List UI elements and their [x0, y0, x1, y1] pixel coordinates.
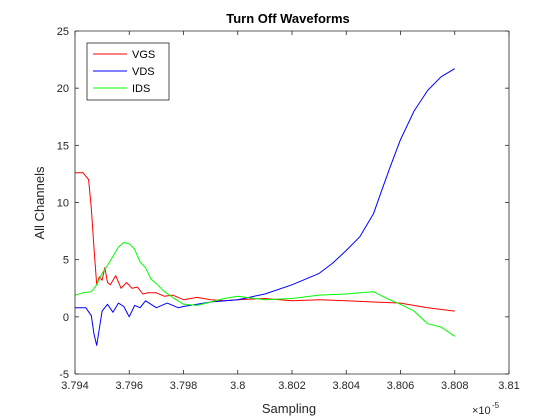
- x-exponent-label: ×10 -5: [472, 401, 500, 417]
- x-tick-label: 3.8: [230, 380, 245, 392]
- x-tick-label: 3.802: [278, 380, 306, 392]
- x-tick-label: 3.798: [170, 380, 198, 392]
- x-tick-label: 3.804: [332, 380, 360, 392]
- x-axis-label: Sampling: [262, 401, 316, 416]
- y-tick-label: -5: [59, 369, 69, 381]
- x-tick-label: 3.794: [61, 380, 89, 392]
- x-tick-label: 3.808: [441, 380, 469, 392]
- legend-label-vgs: VGS: [132, 49, 155, 61]
- chart-title: Turn Off Waveforms: [226, 11, 350, 26]
- y-tick-label: 5: [63, 255, 69, 267]
- y-tick-label: 10: [57, 198, 69, 210]
- series-line-ids: [75, 242, 455, 337]
- y-tick-label: 25: [57, 26, 69, 38]
- x-tick-label: 3.81: [498, 380, 519, 392]
- series-layer: [75, 68, 455, 346]
- x-tick-label: 3.806: [387, 380, 415, 392]
- legend-label-ids: IDS: [132, 83, 150, 95]
- legend-label-vds: VDS: [132, 66, 155, 78]
- y-ticks: -5 0 5 10 15 20 25: [57, 26, 509, 381]
- x-ticks: 3.794 3.796 3.798 3.8 3.802 3.804 3.806 3.808 3.…: [61, 31, 520, 392]
- x-tick-label: 3.796: [115, 380, 143, 392]
- y-tick-label: 20: [57, 83, 69, 95]
- series-line-vds: [75, 68, 455, 346]
- x-exponent-base: ×10: [472, 405, 491, 417]
- y-axis-label: All Channels: [32, 166, 47, 239]
- legend: VGS VDS IDS: [86, 42, 170, 101]
- y-tick-label: 15: [57, 140, 69, 152]
- x-exponent-power: -5: [492, 401, 500, 410]
- y-tick-label: 0: [63, 312, 69, 324]
